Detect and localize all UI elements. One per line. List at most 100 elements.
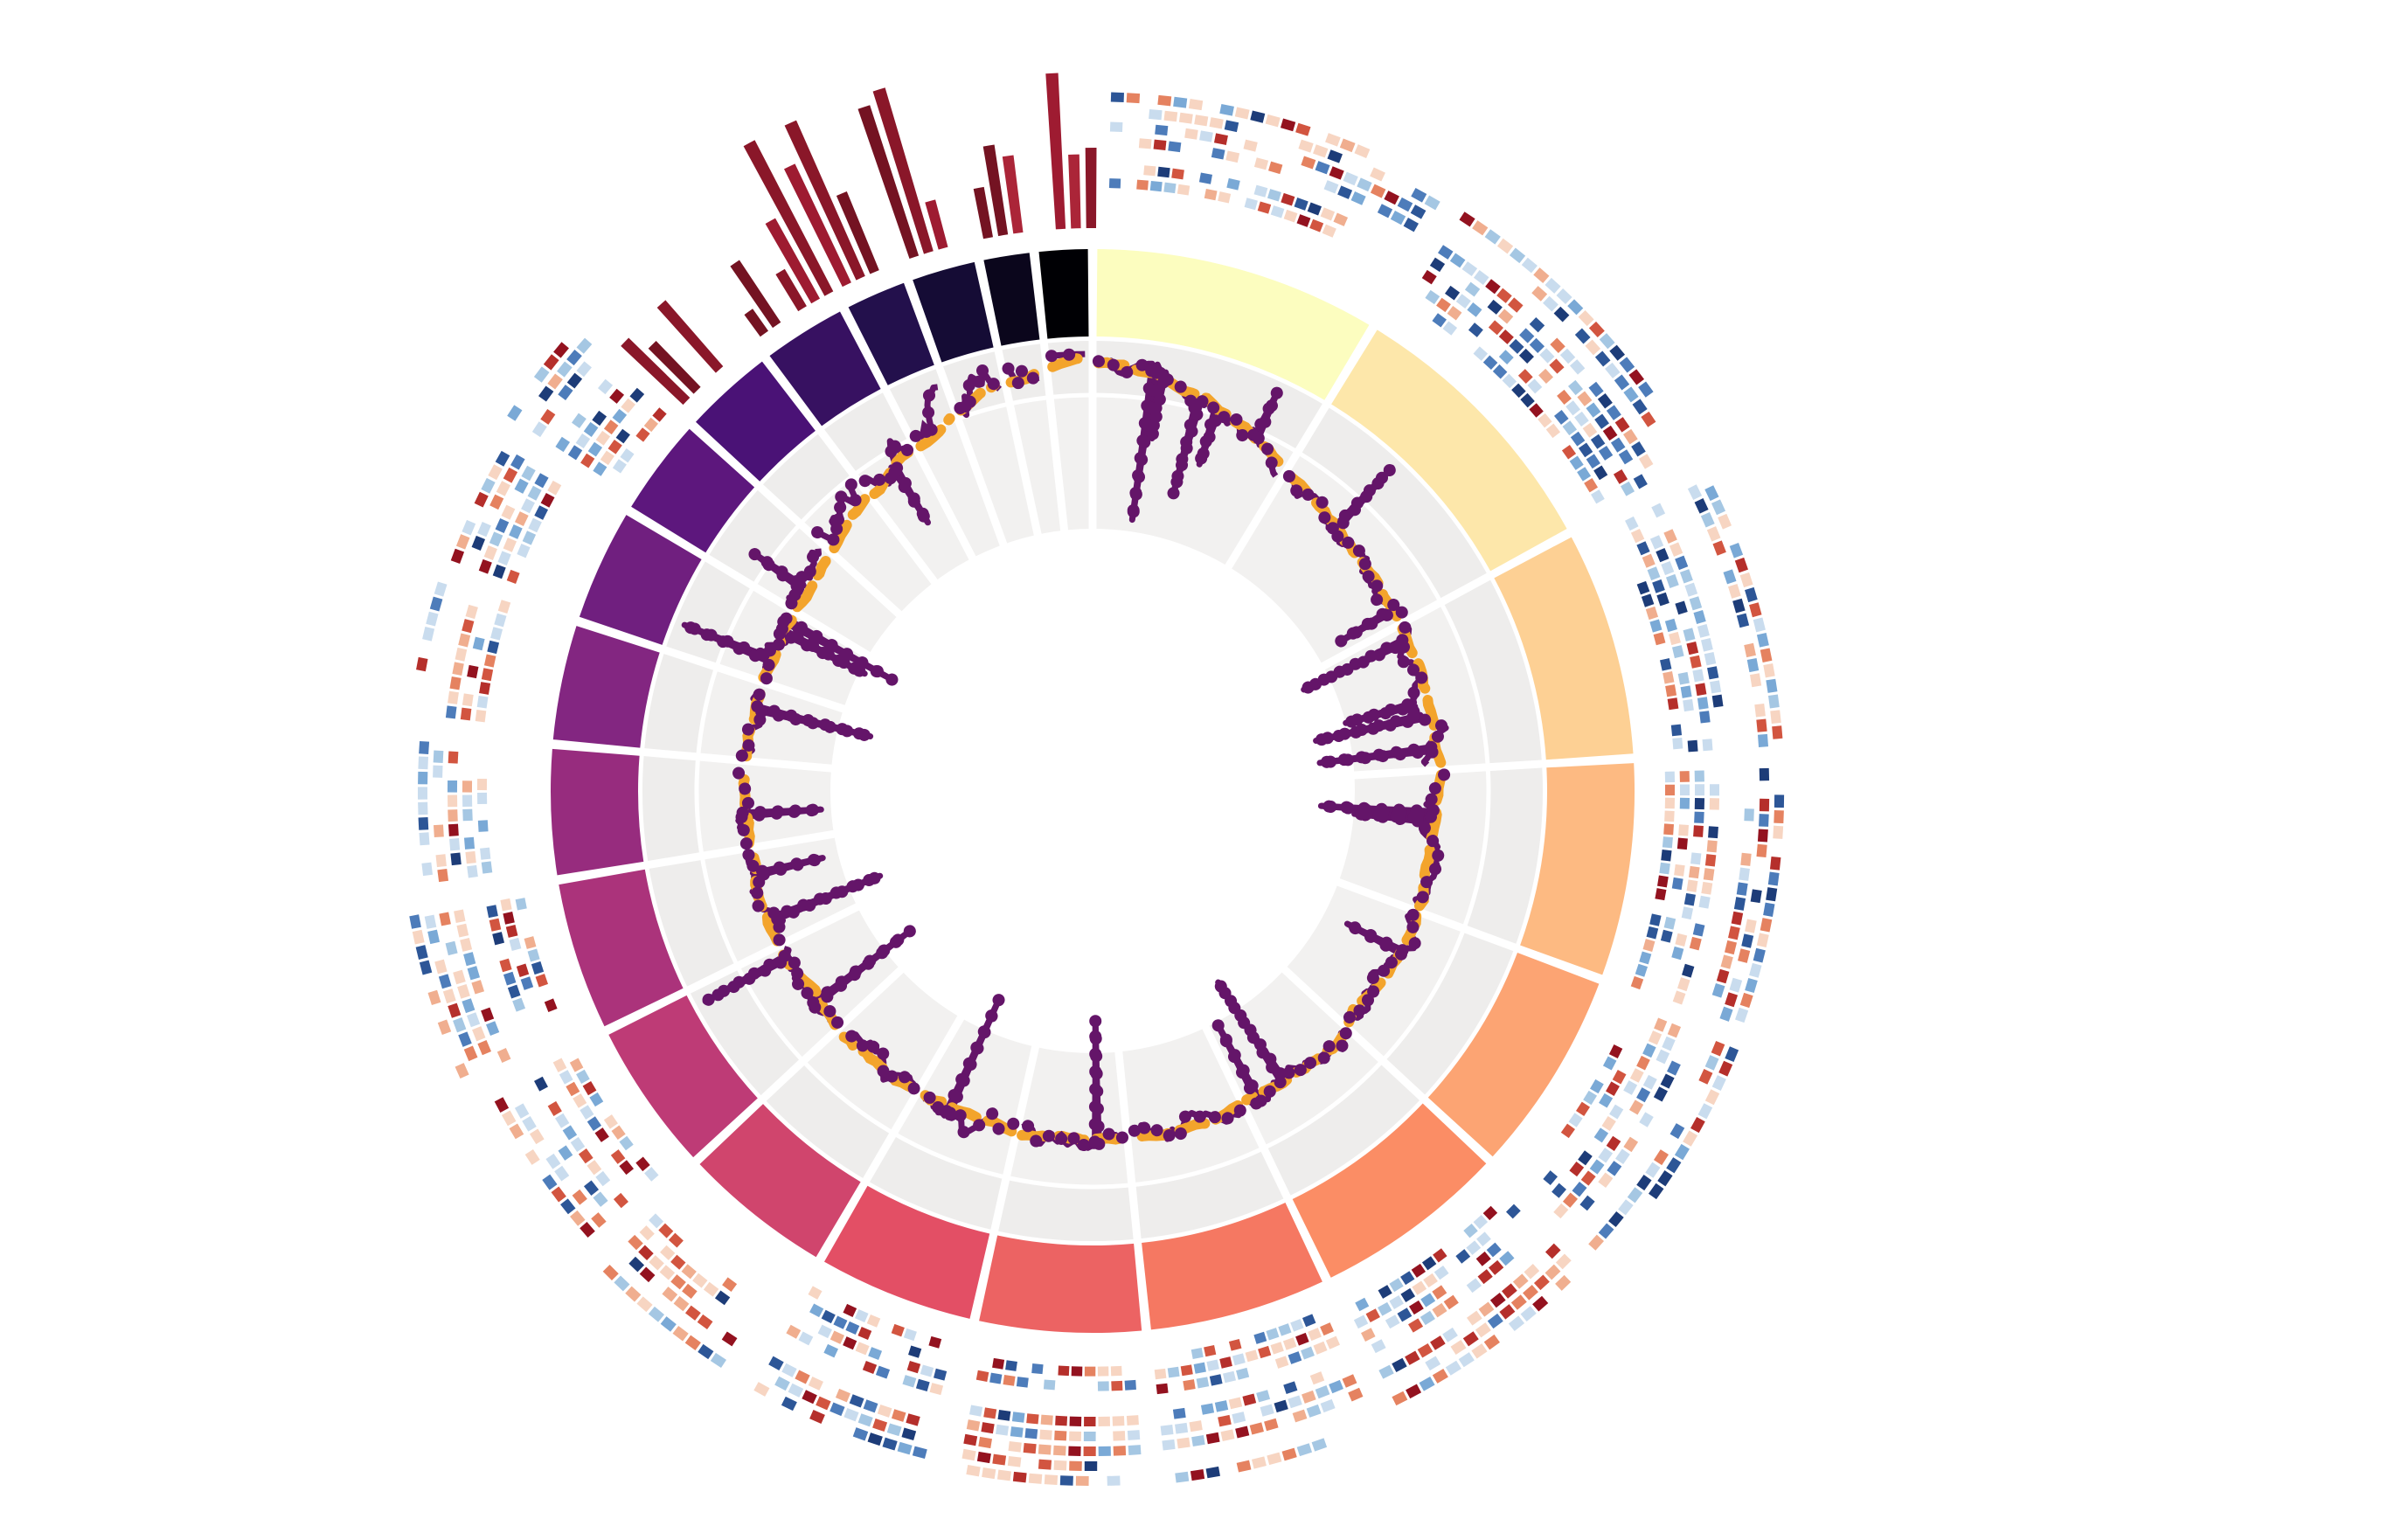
heatmap-cell (1630, 975, 1644, 990)
heatmap-cell (553, 342, 569, 358)
heatmap-cell (1744, 642, 1756, 658)
heatmap-cell (450, 852, 462, 866)
heatmap-cell (1406, 1384, 1422, 1399)
heatmap-cell (1497, 309, 1514, 324)
heatmap-cell (1412, 1280, 1427, 1295)
heatmap-cell (1606, 405, 1621, 420)
heatmap-cell (628, 1234, 643, 1251)
bar (1085, 147, 1097, 228)
heatmap-cell (1397, 1308, 1413, 1322)
heatmap-cell (1679, 797, 1690, 809)
heatmap-cell (635, 1156, 650, 1172)
heatmap-cell (1569, 1161, 1585, 1177)
heatmap-cell (463, 1045, 478, 1062)
heatmap-cell (582, 1080, 597, 1096)
inner-line-track (681, 343, 1458, 1165)
heatmap-cell (1618, 1199, 1634, 1216)
heatmap-cell (1660, 929, 1673, 943)
heatmap-cell (1510, 1294, 1527, 1310)
heatmap-cell (1584, 478, 1599, 493)
heatmap-cell (570, 1210, 586, 1226)
series-dots (1126, 1104, 1246, 1149)
heatmap-cell (547, 373, 563, 390)
bar (1002, 155, 1024, 234)
heatmap-cell (600, 450, 614, 466)
heatmap-cell (1720, 954, 1733, 969)
heatmap-cell (587, 1160, 602, 1176)
heatmap-cell (1690, 852, 1702, 865)
series-dots (739, 848, 883, 947)
heatmap-cell (1211, 148, 1225, 160)
heatmap-cell (1257, 201, 1272, 214)
heatmap-cell (1499, 1251, 1515, 1266)
sector-divider (642, 747, 834, 773)
heatmap-cell (1499, 1304, 1516, 1320)
heatmap-cell (418, 816, 429, 830)
heatmap-cell (510, 454, 525, 470)
heatmap-cell (1609, 344, 1626, 361)
heatmap-cell (1266, 1328, 1280, 1341)
heatmap-cell (966, 1465, 981, 1477)
heatmap-cell (1545, 1243, 1561, 1259)
heatmap-cell (1143, 165, 1156, 177)
heatmap-cell (1711, 1075, 1726, 1092)
heatmap-cell (1649, 619, 1663, 633)
heatmap-cell (835, 1388, 850, 1403)
heatmap-cell (1655, 888, 1667, 901)
heatmap-cell (1533, 1274, 1550, 1291)
series-dots (1017, 1019, 1128, 1165)
heatmap-cell (1108, 178, 1121, 189)
heatmap-cell (1756, 718, 1767, 732)
heatmap-cell (660, 1245, 676, 1260)
heatmap-cell (1228, 1338, 1242, 1351)
heatmap-cell (1739, 572, 1753, 588)
heatmap-cell (1447, 305, 1462, 321)
heatmap-cell (1555, 1253, 1572, 1270)
heatmap-cell (570, 1136, 586, 1153)
heatmap-cell (594, 1127, 609, 1142)
heatmap-cell (566, 350, 582, 366)
heatmap-cell (514, 511, 529, 527)
heatmap-cell (1209, 117, 1224, 129)
heatmap-cell (788, 1383, 804, 1398)
heatmap-cell (1173, 96, 1188, 108)
series-dots (735, 683, 872, 762)
heatmap-cell (1557, 389, 1572, 405)
heatmap-cell (1719, 1006, 1733, 1022)
heatmap-cell (1590, 434, 1606, 449)
heatmap-cell (1313, 1341, 1328, 1355)
heatmap-cell (621, 398, 636, 413)
heatmap-cell (1698, 895, 1711, 909)
heatmap-cell (1450, 1340, 1467, 1355)
heatmap-cell (1478, 1301, 1495, 1317)
heatmap-cell (1175, 1422, 1189, 1434)
ideogram-sector (551, 748, 644, 876)
heatmap-cell (1053, 1445, 1066, 1456)
heatmap-cell (533, 1076, 548, 1092)
heatmap-cell (1295, 1332, 1309, 1346)
heatmap-cell (1740, 852, 1752, 866)
heatmap-cell (1642, 553, 1656, 568)
heatmap-cell (1520, 392, 1535, 408)
heatmap-cell (1430, 1335, 1446, 1350)
heatmap-cell (862, 1360, 878, 1375)
heatmap-cell (438, 974, 452, 989)
heatmap-cell (1010, 1426, 1024, 1438)
heatmap-cell (591, 1212, 607, 1228)
sector-divider (662, 645, 847, 713)
heatmap-cell (1138, 138, 1152, 149)
heatmap-cell (1249, 1422, 1264, 1435)
heatmap-cell (1735, 1007, 1749, 1023)
heatmap-cell (1529, 316, 1545, 333)
heatmap-cell (1361, 1328, 1376, 1342)
heatmap-cell (474, 491, 489, 508)
sector-divider (816, 427, 939, 586)
series-dots (1320, 768, 1451, 911)
heatmap-cell (1502, 373, 1517, 389)
heatmap-cell (551, 1186, 566, 1203)
heatmap-cell (1711, 982, 1725, 998)
heatmap-cell (1664, 797, 1676, 809)
heatmap-cell (1204, 188, 1218, 201)
heatmap-cell (1549, 358, 1565, 374)
heatmap-cell (499, 958, 512, 973)
